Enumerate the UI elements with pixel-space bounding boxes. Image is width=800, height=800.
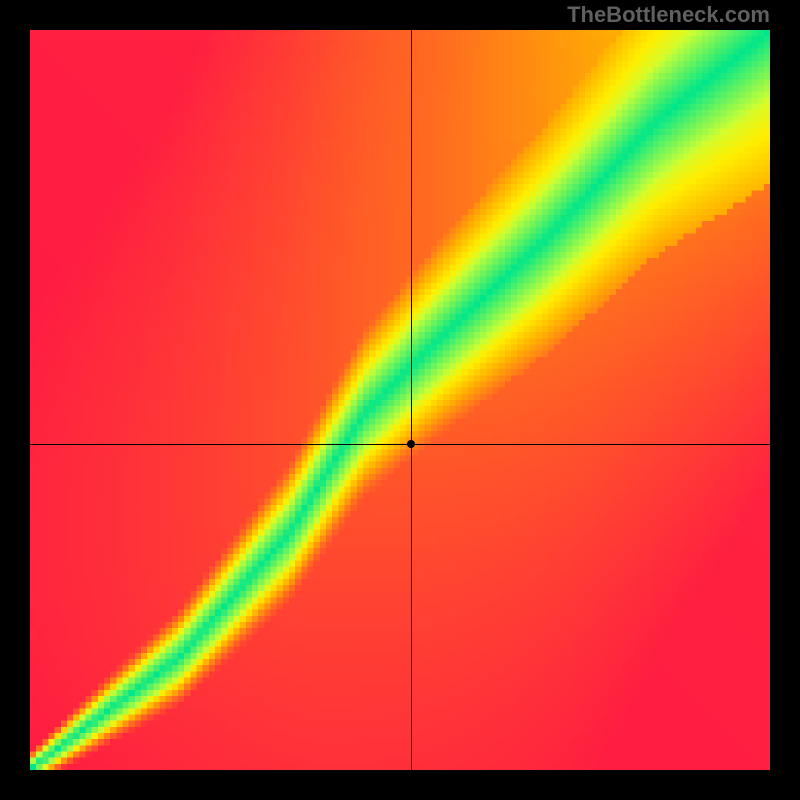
crosshair-horizontal-line (30, 444, 770, 445)
watermark-text: TheBottleneck.com (567, 2, 770, 28)
bottleneck-heatmap-figure: TheBottleneck.com (0, 0, 800, 800)
heatmap-canvas (30, 30, 770, 770)
crosshair-vertical-line (411, 30, 412, 770)
